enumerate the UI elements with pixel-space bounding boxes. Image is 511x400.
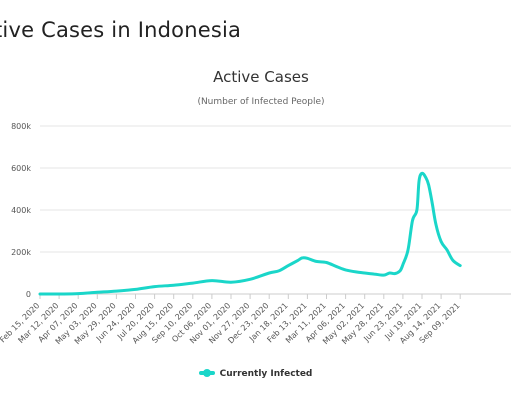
legend-swatch — [198, 368, 215, 377]
y-tick-label: 400k — [11, 206, 31, 215]
y-tick-label: 800k — [11, 122, 31, 131]
legend[interactable]: Currently Infected — [0, 368, 511, 379]
legend-label-currently-infected: Currently Infected — [219, 369, 313, 379]
y-tick-label: 0 — [26, 290, 31, 299]
series-line-currently-infected[interactable] — [38, 171, 462, 296]
page-heading: tive Cases in Indonesia — [0, 18, 242, 42]
x-axis — [39, 294, 461, 299]
y-tick-label: 600k — [11, 164, 31, 173]
y-axis-labels: 0 200k 400k 600k 800k — [11, 122, 31, 299]
grid-lines — [40, 125, 511, 295]
chart-title: Active Cases — [213, 68, 309, 86]
y-tick-label: 200k — [11, 248, 31, 257]
chart-subtitle: (Number of Infected People) — [197, 97, 325, 107]
series-layer — [38, 171, 462, 296]
